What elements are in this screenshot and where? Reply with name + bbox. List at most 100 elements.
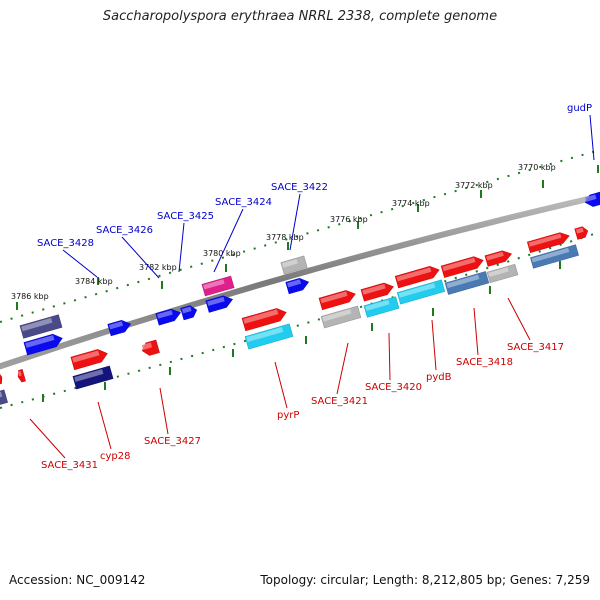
gene-arrow xyxy=(107,320,132,337)
gene-arrow xyxy=(394,266,440,289)
forward-gene-label-leader xyxy=(213,208,244,273)
gene-arrow-highlight xyxy=(203,279,225,290)
reverse-gene-label-leader xyxy=(336,342,349,395)
genome-backbone xyxy=(0,193,600,370)
gene-arrow-highlight xyxy=(0,391,3,399)
gene-arrow-highlight xyxy=(141,342,153,350)
map-title: Saccharopolyspora erythraea NRRL 2338, c… xyxy=(102,9,498,24)
gene-arrow-highlight xyxy=(207,296,225,306)
gene-arrow xyxy=(201,275,235,297)
scale-label: 3780 kbp xyxy=(203,249,241,258)
accession-text: Accession: NC_009142 xyxy=(9,573,146,587)
gene-arrow xyxy=(0,371,3,385)
gene-arrow-highlight xyxy=(446,274,480,289)
label-leader-lines xyxy=(29,114,595,459)
gene-arrow-highlight xyxy=(243,309,279,324)
scale-labels: 3786 kbp 3784 kbp 3782 kbp 3780 kbp 3778 kbp… xyxy=(11,163,556,301)
reverse-gene-label-leader xyxy=(159,387,169,435)
scale-label: 3770 kbp xyxy=(518,163,556,172)
gene-arrow-highlight xyxy=(584,194,597,202)
gene-arrow-body xyxy=(17,369,26,383)
gene-arrow-body xyxy=(201,275,235,297)
gene-arrow xyxy=(155,308,182,326)
forward-gene-label: SACE_3428 xyxy=(37,238,94,249)
gene-arrow-highlight xyxy=(322,309,352,322)
gene-arrow-highlight xyxy=(109,321,124,330)
reverse-gene-label-leader xyxy=(473,307,479,356)
forward-gene-label: SACE_3422 xyxy=(271,182,328,193)
gene-arrow xyxy=(486,263,519,284)
gene-arrow-body xyxy=(0,389,8,406)
genome-summary-text: Topology: circular; Length: 8,212,805 bp… xyxy=(260,573,590,587)
reverse-gene-label: SACE_3418 xyxy=(456,357,513,368)
gene-arrow-highlight xyxy=(21,317,53,332)
gene-arrow xyxy=(23,333,63,356)
reverse-gene-label: SACE_3421 xyxy=(311,396,368,407)
gene-arrow-highlight xyxy=(320,291,348,304)
gene-arrow xyxy=(444,271,490,295)
gene-arrow-highlight xyxy=(575,227,584,234)
reverse-gene-label: SACE_3417 xyxy=(507,342,564,353)
gene-arrow xyxy=(440,256,484,278)
gene-arrow-body xyxy=(486,263,519,284)
scale-label: 3782 kbp xyxy=(139,263,177,272)
gene-arrow xyxy=(205,295,233,313)
gene-arrow xyxy=(285,278,310,295)
gene-arrow-highlight xyxy=(365,299,390,311)
gene-arrow-highlight xyxy=(282,259,298,268)
gene-arrow-highlight xyxy=(362,283,386,295)
reverse-gene-label-leader xyxy=(97,401,112,450)
forward-gene-label: gudP xyxy=(567,103,592,114)
scale-major-ticks xyxy=(16,165,599,402)
gene-arrow-highlight xyxy=(74,369,104,382)
gene-arrow-highlight xyxy=(25,335,55,348)
gene-arrow xyxy=(244,323,294,350)
gene-arrow-highlight xyxy=(72,350,100,363)
gene-arrow-body xyxy=(320,305,362,329)
gene-arrow-highlight xyxy=(246,327,284,343)
gene-arrow-highlight xyxy=(398,283,436,298)
gene-arrow xyxy=(180,305,198,321)
gene-arrow-highlight xyxy=(531,247,570,263)
gene-arrow xyxy=(363,296,400,318)
gene-arrow-highlight xyxy=(486,251,504,261)
reverse-gene-label-leader xyxy=(29,418,66,459)
gene-arrow-highlight xyxy=(17,370,22,377)
scale-label: 3772 kbp xyxy=(455,181,493,190)
scale-label: 3778 kbp xyxy=(266,233,304,242)
forward-gene-label-leader xyxy=(289,193,301,251)
reverse-gene-label: SACE_3420 xyxy=(365,382,422,393)
forward-gene-label: SACE_3424 xyxy=(215,197,272,208)
reverse-gene-label-leader xyxy=(274,361,288,409)
gene-arrow-highlight xyxy=(396,267,432,282)
reverse-gene-label: pyrP xyxy=(277,410,299,421)
gene-arrow xyxy=(396,279,446,305)
gene-arrow xyxy=(70,349,108,371)
reverse-gene-label: SACE_3431 xyxy=(41,460,98,471)
gene-arrow xyxy=(17,369,26,383)
gene-arrow xyxy=(484,250,513,267)
gene-arrow xyxy=(360,282,394,302)
gene-arrow xyxy=(318,290,356,311)
gene-arrow-highlight xyxy=(157,310,173,319)
gene-arrow xyxy=(0,389,8,406)
forward-gene-label: SACE_3426 xyxy=(96,225,153,236)
forward-gene-label-leader xyxy=(121,236,160,279)
gene-arrow-body xyxy=(0,371,3,385)
gene-arrow-highlight xyxy=(528,233,562,247)
scale-label: 3786 kbp xyxy=(11,292,49,301)
gene-arrow-body xyxy=(280,255,308,275)
gene-arrow xyxy=(241,308,287,332)
gene-arrow xyxy=(530,244,579,269)
gene-arrow xyxy=(19,314,63,339)
forward-gene-label-leader xyxy=(62,249,98,278)
reverse-gene-label-leader xyxy=(388,332,391,381)
reverse-gene-label: SACE_3427 xyxy=(144,436,201,447)
forward-gene-label-leader xyxy=(589,114,595,161)
scale-label: 3776 kbp xyxy=(330,215,368,224)
gene-arrow-highlight xyxy=(287,279,302,288)
gene-arrow xyxy=(141,339,160,356)
gene-arrow-highlight xyxy=(181,306,192,314)
